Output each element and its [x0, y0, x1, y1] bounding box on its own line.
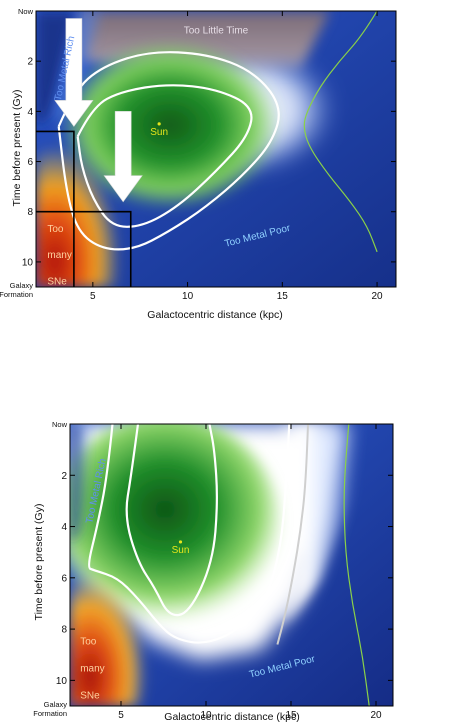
- chart0-xtick-label-1: 10: [182, 291, 194, 302]
- chart0-box-1: [36, 210, 132, 287]
- chart0-ytick-galaxy-formation-0: Galaxy: [10, 281, 34, 290]
- chart1-sun-label: Sun: [172, 545, 190, 556]
- chart-top-frame: [35, 10, 397, 288]
- chart1-xtick-label-3: 20: [370, 710, 382, 721]
- chart-bottom-xlabel: Galactocentric distance (kpc): [164, 711, 299, 723]
- chart0-too-many-sne-1: many: [47, 250, 71, 261]
- chart-bottom-ylabel: Time before present (Gy): [33, 504, 45, 621]
- chart1-too-many-sne-0: Too: [80, 636, 97, 647]
- chart0-too-little-time: Too Little Time: [184, 26, 249, 37]
- chart1-ytick-now: Now: [52, 420, 68, 429]
- chart1-ytick-galaxy-formation-1: Formation: [33, 709, 67, 718]
- chart1-profile-curve: [343, 424, 370, 706]
- chart1-ytick-label-0: 2: [61, 471, 67, 482]
- chart0-too-many-sne-0: Too: [47, 224, 64, 235]
- chart0-ytick-label-1: 4: [27, 107, 33, 118]
- chart0-sun-marker: [157, 122, 161, 126]
- chart0-ytick-label-3: 8: [27, 207, 33, 218]
- chart1-ytick-galaxy-formation-0: Galaxy: [44, 700, 68, 709]
- chart0-ytick-label-2: 6: [27, 157, 33, 168]
- chart0-xtick-label-3: 20: [371, 291, 383, 302]
- chart-top-heatmap: [36, 11, 396, 287]
- chart0-arrow-0: [54, 18, 94, 127]
- chart1-xtick-label-0: 5: [118, 710, 124, 721]
- chart0-contour-0: [57, 51, 280, 251]
- chart0-xtick-label-0: 5: [90, 291, 96, 302]
- chart1-too-many-sne-2: SNe: [80, 690, 100, 701]
- chart0-profile-curve: [303, 11, 378, 253]
- chart-bottom-heatmap: [70, 424, 393, 706]
- chart-bottom-frame: [69, 423, 394, 707]
- chart1-xtick-label-2: 15: [285, 710, 297, 721]
- chart0-ytick-galaxy-formation-1: Formation: [0, 290, 33, 299]
- chart1-too-many-sne-1: many: [80, 663, 104, 674]
- chart1-ytick-label-4: 10: [56, 676, 68, 687]
- chart1-xtick-label-1: 10: [200, 710, 212, 721]
- chart0-sun-label: Sun: [150, 127, 168, 138]
- chart1-sun-marker: [178, 540, 183, 544]
- chart-top-xlabel: Galactocentric distance (kpc): [147, 309, 282, 321]
- chart0-contour-1: [76, 84, 253, 228]
- chart1-ytick-label-3: 8: [61, 625, 67, 636]
- chart1-ytick-label-2: 6: [61, 573, 67, 584]
- chart1-contour-0: [87, 424, 291, 644]
- chart1-gray-contour: [276, 424, 309, 645]
- chart1-ytick-label-1: 4: [61, 522, 67, 533]
- chart0-too-many-sne-2: SNe: [47, 276, 67, 287]
- chart-top-ylabel: Time before present (Gy): [11, 90, 23, 207]
- chart0-ytick-now: Now: [18, 7, 34, 16]
- chart0-ytick-label-4: 10: [22, 257, 34, 268]
- chart0-ytick-label-0: 2: [27, 57, 33, 68]
- chart0-box-0: [36, 130, 75, 287]
- chart0-arrow-1: [103, 111, 143, 203]
- chart1-contour-1: [125, 424, 218, 617]
- chart0-xtick-label-2: 15: [277, 291, 289, 302]
